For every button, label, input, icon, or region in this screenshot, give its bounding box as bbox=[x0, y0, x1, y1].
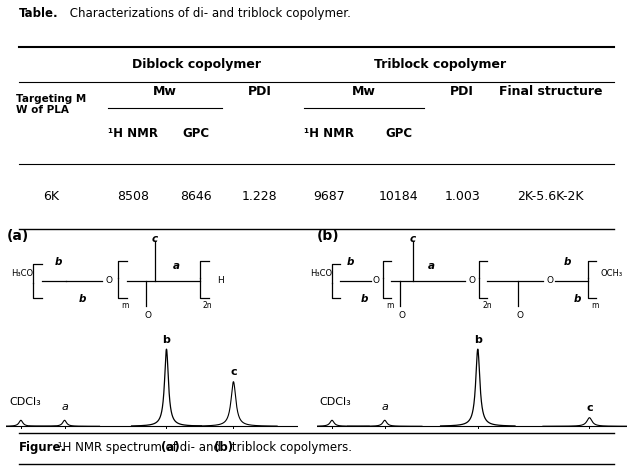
Text: (b): (b) bbox=[316, 229, 339, 243]
Text: H₃CO: H₃CO bbox=[310, 269, 332, 278]
Text: H₃CO: H₃CO bbox=[11, 269, 33, 278]
Text: b: b bbox=[474, 335, 482, 345]
Text: di- and: di- and bbox=[176, 441, 225, 454]
Text: Figure.: Figure. bbox=[19, 441, 66, 454]
Text: O: O bbox=[516, 311, 523, 320]
Text: O: O bbox=[398, 311, 405, 320]
Text: a: a bbox=[61, 402, 68, 412]
Text: c: c bbox=[230, 367, 237, 377]
Text: a: a bbox=[381, 402, 388, 412]
Text: (a): (a) bbox=[161, 441, 180, 454]
Text: 2n: 2n bbox=[203, 301, 212, 310]
Text: (b): (b) bbox=[214, 441, 233, 454]
Text: GPC: GPC bbox=[183, 127, 210, 140]
Text: triblock copolymers.: triblock copolymers. bbox=[228, 441, 352, 454]
Text: PDI: PDI bbox=[248, 85, 272, 98]
Text: 6K: 6K bbox=[42, 190, 59, 203]
Text: m: m bbox=[386, 301, 394, 310]
Text: c: c bbox=[586, 403, 592, 413]
Text: ¹H NMR: ¹H NMR bbox=[304, 127, 354, 140]
Text: 2n: 2n bbox=[482, 301, 492, 310]
Text: Final structure: Final structure bbox=[499, 85, 603, 98]
Text: Mw: Mw bbox=[352, 85, 376, 98]
Text: (a): (a) bbox=[6, 229, 28, 243]
Text: 10184: 10184 bbox=[379, 190, 418, 203]
Text: b: b bbox=[54, 256, 62, 267]
Text: O: O bbox=[372, 277, 379, 285]
Text: Triblock copolymer: Triblock copolymer bbox=[374, 58, 506, 71]
Text: 8646: 8646 bbox=[180, 190, 212, 203]
Text: Mw: Mw bbox=[153, 85, 177, 98]
Text: Diblock copolymer: Diblock copolymer bbox=[132, 58, 261, 71]
Text: m: m bbox=[121, 301, 128, 310]
Text: O: O bbox=[106, 277, 113, 285]
Text: b: b bbox=[163, 335, 170, 345]
Text: 1.003: 1.003 bbox=[444, 190, 480, 203]
Text: 9687: 9687 bbox=[313, 190, 345, 203]
Text: b: b bbox=[564, 256, 572, 267]
Text: a: a bbox=[172, 261, 179, 271]
Text: ¹H NMR spectrum of: ¹H NMR spectrum of bbox=[54, 441, 180, 454]
Text: c: c bbox=[152, 234, 158, 244]
Text: 1.228: 1.228 bbox=[242, 190, 277, 203]
Text: O: O bbox=[546, 277, 553, 285]
Text: H: H bbox=[218, 277, 224, 285]
Text: ¹H NMR: ¹H NMR bbox=[108, 127, 158, 140]
Text: PDI: PDI bbox=[450, 85, 474, 98]
Text: OCH₃: OCH₃ bbox=[600, 269, 622, 278]
Text: CDCl₃: CDCl₃ bbox=[320, 397, 351, 407]
Text: b: b bbox=[78, 294, 86, 304]
Text: b: b bbox=[347, 256, 354, 267]
Text: b: b bbox=[361, 294, 368, 304]
Text: c: c bbox=[410, 234, 416, 244]
Text: 2K-5.6K-2K: 2K-5.6K-2K bbox=[517, 190, 584, 203]
Text: O: O bbox=[144, 311, 151, 320]
Text: b: b bbox=[573, 294, 580, 304]
Text: GPC: GPC bbox=[385, 127, 412, 140]
Text: m: m bbox=[591, 301, 598, 310]
Text: Characterizations of di- and triblock copolymer.: Characterizations of di- and triblock co… bbox=[66, 7, 351, 20]
Text: Targeting M
W of PLA: Targeting M W of PLA bbox=[16, 94, 85, 115]
Text: O: O bbox=[468, 277, 475, 285]
Text: 8508: 8508 bbox=[117, 190, 149, 203]
Text: CDCl₃: CDCl₃ bbox=[9, 397, 41, 407]
Text: a: a bbox=[428, 261, 435, 271]
Text: Table.: Table. bbox=[19, 7, 59, 20]
